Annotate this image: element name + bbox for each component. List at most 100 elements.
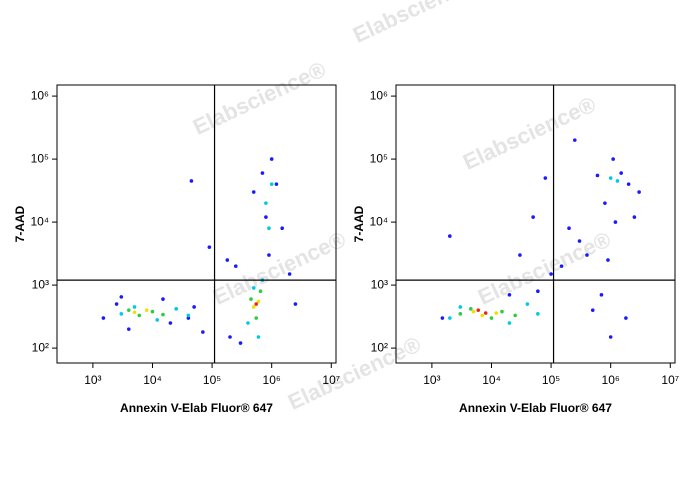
- point: [637, 190, 641, 194]
- y-tick-label: 10²: [32, 340, 49, 354]
- point: [132, 305, 137, 309]
- point: [448, 234, 452, 238]
- point: [233, 264, 238, 268]
- x-tick-label: 10³: [84, 373, 101, 387]
- point: [251, 305, 256, 309]
- point: [489, 316, 494, 320]
- point: [174, 307, 178, 311]
- point: [483, 311, 488, 315]
- point: [161, 312, 165, 317]
- point: [119, 312, 124, 316]
- point: [536, 289, 540, 294]
- point: [207, 245, 212, 249]
- point: [254, 302, 259, 306]
- point: [471, 309, 476, 314]
- watermark: Elabscience®: [284, 332, 425, 415]
- y-tick-label: 10⁶: [31, 88, 49, 102]
- point: [264, 215, 268, 219]
- point: [559, 264, 564, 268]
- y-axis-label: 7-AAD: [352, 205, 366, 242]
- panel: 10³ 10⁴ 10⁵ 10⁶ 10⁷ 10² 10³ 10⁴ 10⁵ 10⁶ Annexin V-…: [352, 84, 679, 415]
- panel: 10³ 10⁴ 10⁵ 10⁶ 10⁷ 10² 10³ 10⁴ 10⁵ 10⁶ Annexin V-…: [13, 84, 340, 415]
- x-axis-label: Annexin V-Elab Fluor® 647: [120, 401, 273, 415]
- point: [476, 308, 481, 312]
- watermarks: Elabscience® Elabscience® Elabscience® E…: [189, 0, 615, 415]
- point: [525, 302, 530, 306]
- point: [480, 313, 485, 318]
- point: [494, 311, 499, 315]
- x-tick-label: 10⁷: [322, 373, 340, 387]
- point: [603, 201, 607, 205]
- y-tick-label: 10⁵: [370, 151, 388, 165]
- watermark: Elabscience®: [349, 0, 490, 48]
- plot-frame: [56, 84, 337, 364]
- point: [126, 327, 131, 331]
- point: [608, 335, 613, 339]
- point: [168, 321, 173, 325]
- point: [507, 321, 512, 325]
- point: [632, 215, 637, 219]
- point: [606, 258, 610, 262]
- point: [543, 176, 548, 180]
- point: [599, 293, 604, 297]
- y-tick-label: 10⁴: [369, 214, 388, 228]
- y-tick-label: 10⁵: [31, 151, 49, 165]
- point: [246, 321, 250, 325]
- points: [440, 138, 641, 339]
- point: [595, 173, 600, 178]
- point: [254, 316, 259, 320]
- point: [260, 171, 265, 175]
- x-tick-label: 10⁶: [263, 373, 281, 387]
- point: [619, 171, 623, 175]
- point: [611, 157, 615, 161]
- watermark: Elabscience®: [459, 92, 600, 175]
- y-tick-label: 10⁴: [30, 214, 49, 228]
- point: [126, 308, 131, 312]
- y-tick-label: 10³: [32, 277, 49, 291]
- point: [549, 272, 553, 276]
- point: [258, 289, 263, 294]
- x-tick-label: 10⁴: [482, 373, 501, 387]
- point: [458, 305, 463, 309]
- y-tick-label: 10²: [371, 340, 388, 354]
- y-axis-label: 7-AAD: [13, 205, 27, 242]
- watermark: Elabscience®: [209, 227, 350, 310]
- point: [531, 215, 535, 219]
- point: [161, 297, 165, 301]
- watermark: Elabscience®: [189, 57, 330, 140]
- point: [613, 220, 618, 224]
- point: [536, 312, 540, 316]
- point: [201, 330, 205, 334]
- point: [249, 297, 253, 301]
- point: [192, 305, 196, 309]
- point: [513, 313, 517, 318]
- point: [264, 201, 268, 205]
- point: [440, 316, 445, 320]
- point: [251, 190, 256, 194]
- point: [150, 309, 155, 314]
- watermark: Elabscience®: [474, 227, 615, 310]
- point: [293, 302, 298, 306]
- point: [251, 286, 256, 290]
- point: [280, 226, 284, 231]
- x-tick-label: 10⁵: [542, 373, 560, 387]
- point: [256, 335, 261, 339]
- point: [590, 308, 595, 312]
- y-tick-label: 10⁶: [370, 88, 388, 102]
- point: [287, 272, 292, 276]
- point: [137, 313, 142, 318]
- point: [507, 293, 512, 297]
- x-tick-label: 10⁴: [143, 373, 162, 387]
- point: [624, 316, 628, 320]
- point: [608, 176, 613, 180]
- point: [256, 299, 261, 304]
- point: [458, 312, 463, 316]
- point: [132, 310, 137, 315]
- point: [267, 253, 271, 257]
- point: [274, 182, 279, 186]
- point: [626, 182, 631, 186]
- point: [186, 313, 191, 318]
- x-tick-label: 10³: [423, 373, 440, 387]
- x-tick-label: 10⁷: [661, 373, 679, 387]
